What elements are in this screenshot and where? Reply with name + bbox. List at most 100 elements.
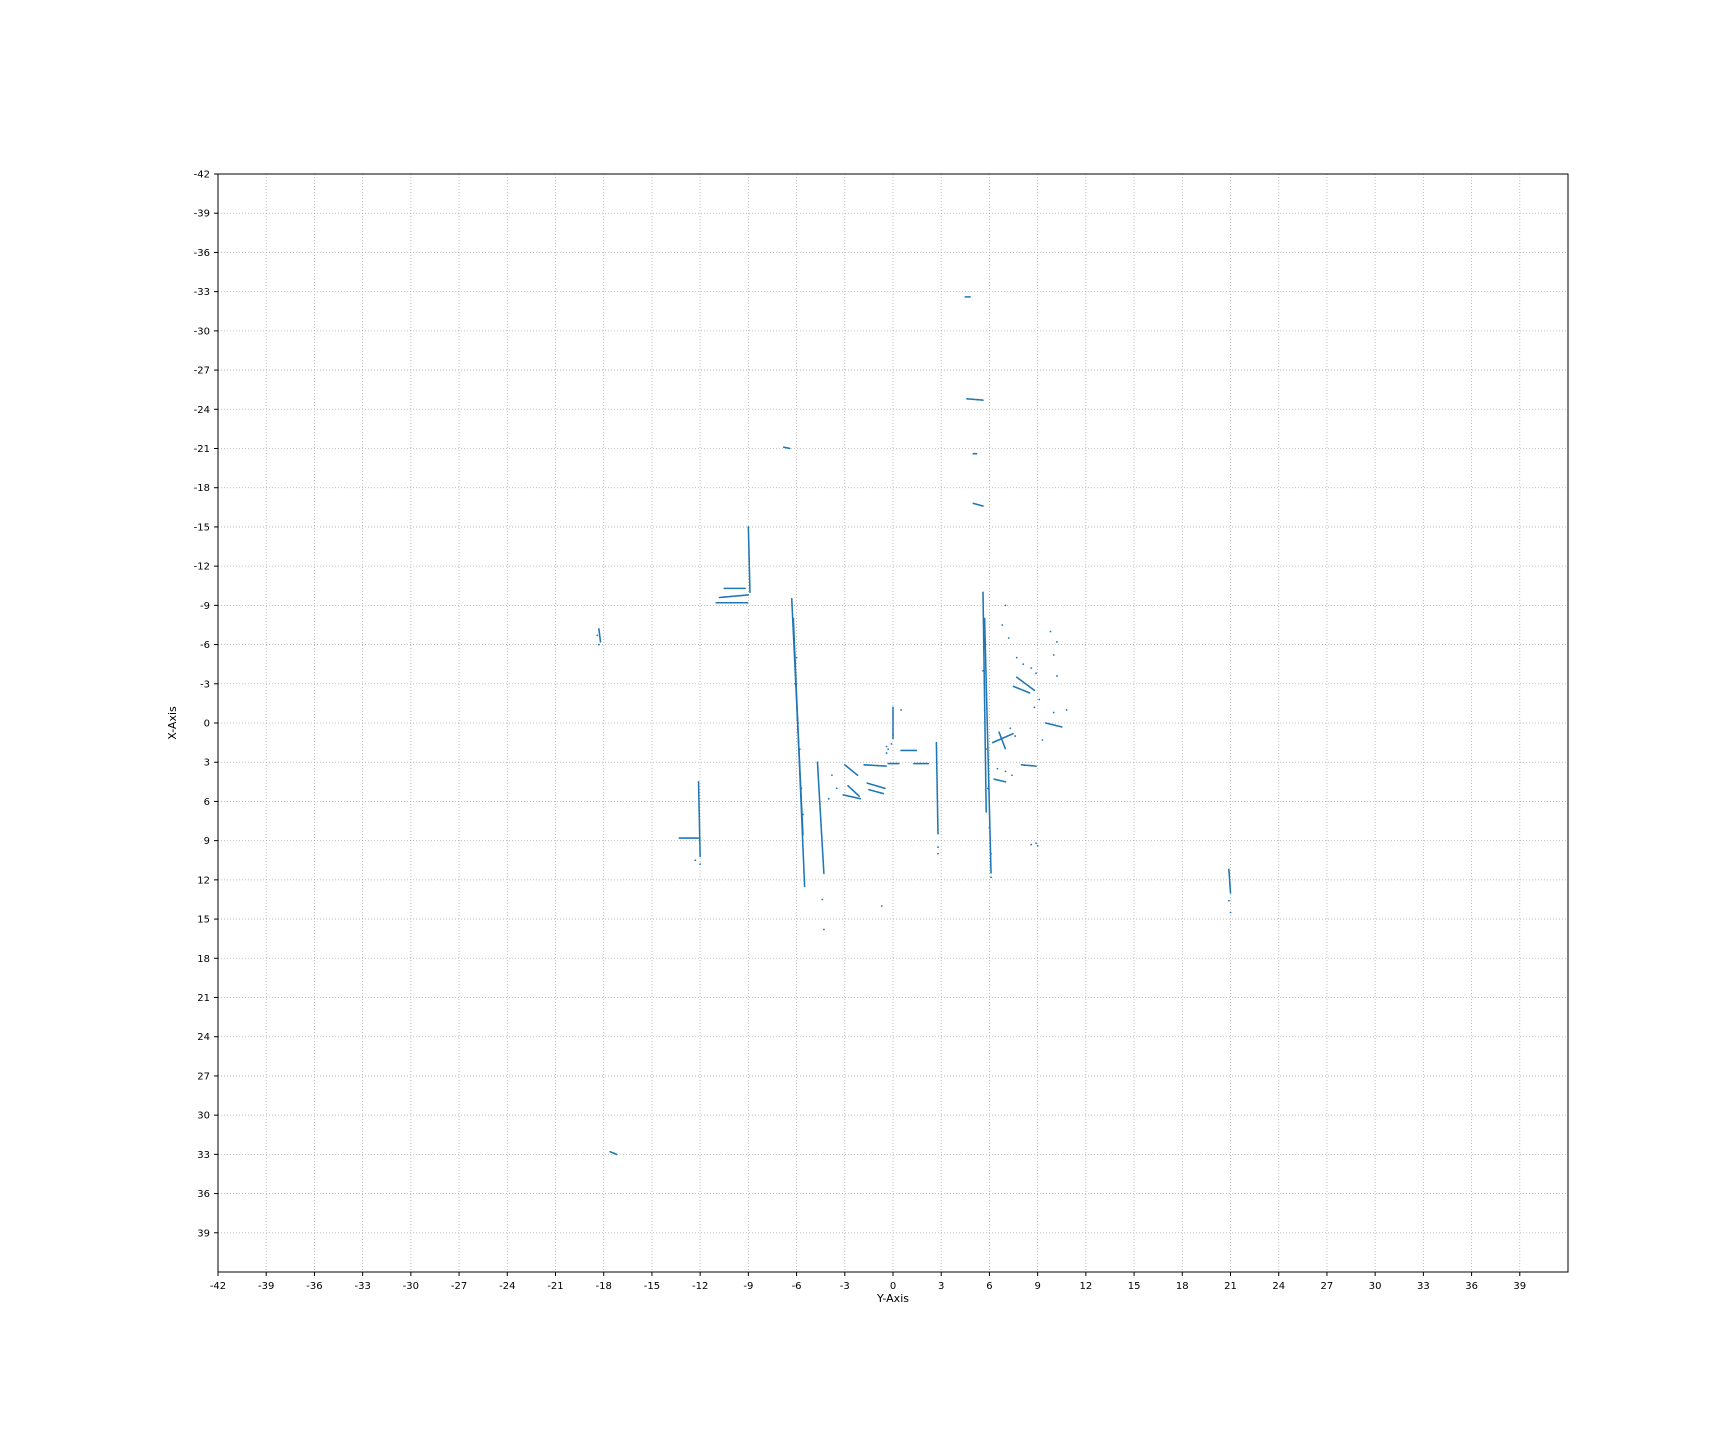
data-point xyxy=(1035,672,1037,675)
point-cluster xyxy=(993,778,1007,783)
y-tick-label: 12 xyxy=(197,875,210,886)
data-point xyxy=(1004,770,1007,773)
data-point xyxy=(1052,654,1055,656)
x-tick-label: -24 xyxy=(499,1281,515,1292)
grid xyxy=(218,174,1568,1272)
data-point xyxy=(1030,667,1033,669)
point-cluster xyxy=(718,594,750,599)
y-tick-label: -21 xyxy=(194,444,210,455)
data-point xyxy=(694,859,697,862)
data-point xyxy=(800,787,803,790)
x-tick-label: -12 xyxy=(692,1281,708,1292)
data-point xyxy=(900,709,902,711)
data-point xyxy=(885,752,888,754)
y-tick-label: 27 xyxy=(197,1071,210,1082)
x-tick-label: -36 xyxy=(306,1281,322,1292)
point-cluster xyxy=(868,788,885,795)
point-cluster xyxy=(866,782,886,790)
y-tick-label: -42 xyxy=(194,170,210,181)
data-point xyxy=(983,630,986,633)
x-tick-label: 6 xyxy=(986,1281,992,1292)
data-marks xyxy=(596,296,1232,1156)
x-tick-label: -21 xyxy=(547,1281,563,1292)
point-cluster xyxy=(842,794,862,800)
data-point xyxy=(699,863,702,866)
y-tick-label: 33 xyxy=(197,1150,210,1161)
y-axis-ticks: -42-39-36-33-30-27-24-21-18-15-12-9-6-30… xyxy=(194,170,218,1239)
data-point xyxy=(821,898,824,901)
y-tick-label: -30 xyxy=(194,326,210,337)
x-tick-label: 15 xyxy=(1128,1281,1141,1292)
y-tick-label: -3 xyxy=(200,679,210,690)
point-cluster xyxy=(935,741,939,835)
data-point xyxy=(822,928,825,931)
x-tick-label: 27 xyxy=(1321,1281,1334,1292)
point-cluster xyxy=(609,1150,618,1156)
data-point xyxy=(831,774,833,777)
x-tick-label: -30 xyxy=(403,1281,419,1292)
x-tick-label: -18 xyxy=(596,1281,612,1292)
x-tick-label: -33 xyxy=(354,1281,370,1292)
point-cluster xyxy=(998,731,1007,750)
data-point xyxy=(795,656,798,659)
x-axis-label: Y-Axis xyxy=(876,1292,909,1305)
data-point xyxy=(937,852,939,855)
data-point xyxy=(1056,641,1058,643)
y-tick-label: 39 xyxy=(197,1228,210,1239)
x-tick-label: 18 xyxy=(1176,1281,1189,1292)
y-tick-label: -27 xyxy=(194,366,210,377)
data-point xyxy=(798,748,801,751)
point-cluster xyxy=(747,526,751,594)
point-cluster xyxy=(991,732,1015,744)
y-tick-label: 9 xyxy=(204,836,210,847)
data-point xyxy=(1015,656,1018,659)
point-cluster xyxy=(847,784,861,798)
point-cluster xyxy=(972,502,984,507)
y-tick-label: 3 xyxy=(204,758,210,769)
data-point xyxy=(1030,843,1033,846)
y-tick-label: -36 xyxy=(194,248,210,259)
data-point xyxy=(1007,637,1010,639)
data-point xyxy=(937,846,939,849)
x-tick-label: -9 xyxy=(743,1281,753,1292)
x-tick-label: -15 xyxy=(644,1281,660,1292)
y-tick-label: -33 xyxy=(194,287,210,298)
plot-area xyxy=(217,173,1569,1273)
point-cluster xyxy=(1020,764,1037,767)
data-point xyxy=(885,745,888,748)
x-tick-label: 3 xyxy=(938,1281,944,1292)
y-tick-label: 15 xyxy=(197,915,210,926)
data-point xyxy=(880,905,883,907)
data-point xyxy=(887,748,890,751)
y-tick-label: -39 xyxy=(194,209,210,220)
x-tick-label: 21 xyxy=(1224,1281,1237,1292)
y-tick-label: 0 xyxy=(204,719,210,730)
point-cluster xyxy=(843,764,859,777)
data-point xyxy=(1052,711,1055,714)
y-tick-label: 24 xyxy=(197,1032,210,1043)
data-point xyxy=(1014,735,1017,737)
data-point xyxy=(597,643,600,646)
y-tick-label: 36 xyxy=(197,1189,210,1200)
x-tick-label: 12 xyxy=(1079,1281,1092,1292)
point-cluster xyxy=(792,617,806,888)
data-point xyxy=(1229,911,1232,914)
x-tick-label: -39 xyxy=(258,1281,274,1292)
data-point xyxy=(1011,774,1013,777)
point-cluster xyxy=(1228,868,1232,894)
data-point xyxy=(835,787,838,790)
x-tick-label: 36 xyxy=(1465,1281,1478,1292)
y-tick-label: -24 xyxy=(194,405,210,416)
data-point xyxy=(890,743,893,745)
data-point xyxy=(827,797,830,800)
data-point xyxy=(988,826,991,829)
data-point xyxy=(1001,624,1004,626)
data-point xyxy=(983,709,986,711)
point-cluster xyxy=(1044,722,1063,728)
data-point xyxy=(596,634,599,637)
data-point xyxy=(1004,604,1007,607)
y-tick-label: -12 xyxy=(194,562,210,573)
point-cluster xyxy=(782,446,791,450)
